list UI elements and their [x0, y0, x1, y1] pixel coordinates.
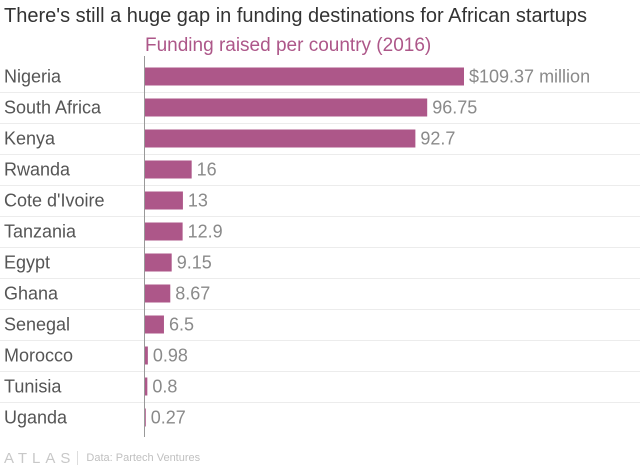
bar-chart: Nigeria South Africa Kenya Rwanda Cote d'Ivo… — [0, 56, 640, 437]
bar — [145, 222, 183, 241]
value-label: 0.98 — [153, 346, 188, 366]
category-label: Nigeria — [4, 67, 62, 87]
bar — [145, 191, 183, 210]
source-note: Data: Partech Ventures — [86, 452, 201, 464]
value-label: 13 — [188, 191, 208, 211]
value-label: 9.15 — [177, 253, 212, 273]
category-label: Tanzania — [4, 222, 77, 242]
category-label: Tunisia — [4, 377, 62, 397]
bar — [145, 377, 148, 396]
value-label: 0.27 — [151, 408, 186, 428]
category-label: Morocco — [4, 346, 73, 366]
bar — [145, 67, 464, 86]
bar — [145, 253, 172, 272]
value-label: 8.67 — [175, 284, 210, 304]
value-labels: $109.37 million 96.75 92.7 16 13 12.9 9.15 8.67… — [151, 67, 590, 428]
footer-divider — [77, 451, 79, 465]
grid-lines — [0, 92, 640, 403]
value-label: 12.9 — [188, 222, 223, 242]
bar — [145, 284, 171, 303]
footer: ATLAS Data: Partech Ventures — [4, 449, 201, 467]
chart-subtitle: Funding raised per country (2016) — [145, 35, 432, 56]
bar — [145, 98, 428, 117]
chart-title: There's still a huge gap in funding dest… — [4, 5, 588, 27]
category-label: Egypt — [4, 253, 50, 273]
value-label: 16 — [197, 160, 217, 180]
atlas-logo: ATLAS — [4, 449, 76, 467]
bar — [145, 408, 146, 427]
bar — [145, 129, 416, 148]
value-label: $109.37 million — [469, 67, 590, 87]
value-label: 96.75 — [432, 98, 477, 118]
category-labels: Nigeria South Africa Kenya Rwanda Cote d'Ivo… — [4, 67, 105, 428]
bars — [145, 67, 464, 427]
category-label: Rwanda — [4, 160, 71, 180]
category-label: South Africa — [4, 98, 102, 118]
category-label: Senegal — [4, 315, 70, 335]
category-label: Ghana — [4, 284, 59, 304]
bar — [145, 315, 164, 334]
value-label: 0.8 — [152, 377, 177, 397]
category-label: Uganda — [4, 408, 68, 428]
value-label: 92.7 — [420, 129, 455, 149]
category-label: Cote d'Ivoire — [4, 191, 105, 211]
bar — [145, 160, 192, 179]
value-label: 6.5 — [169, 315, 194, 335]
bar — [145, 346, 148, 365]
category-label: Kenya — [4, 129, 56, 149]
